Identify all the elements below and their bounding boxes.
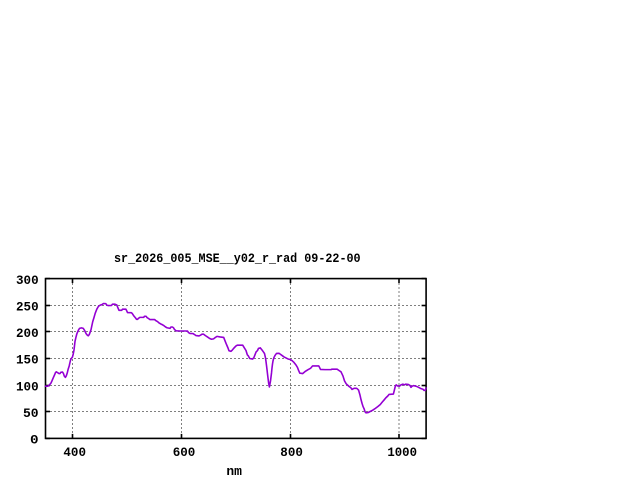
svg-text:1000: 1000 <box>387 445 417 460</box>
svg-text:sr_2026_005_MSE__y02_r_rad 09-: sr_2026_005_MSE__y02_r_rad 09-22-00 <box>114 251 361 266</box>
svg-text:50: 50 <box>23 406 39 421</box>
svg-text:150: 150 <box>16 353 39 368</box>
svg-text:0: 0 <box>30 433 39 448</box>
svg-text:nm: nm <box>226 464 242 479</box>
svg-text:250: 250 <box>16 299 39 314</box>
svg-text:200: 200 <box>16 326 39 341</box>
svg-text:600: 600 <box>173 445 196 460</box>
svg-text:300: 300 <box>16 273 39 288</box>
svg-text:800: 800 <box>280 445 303 460</box>
svg-text:100: 100 <box>16 379 39 394</box>
svg-text:400: 400 <box>63 445 86 460</box>
